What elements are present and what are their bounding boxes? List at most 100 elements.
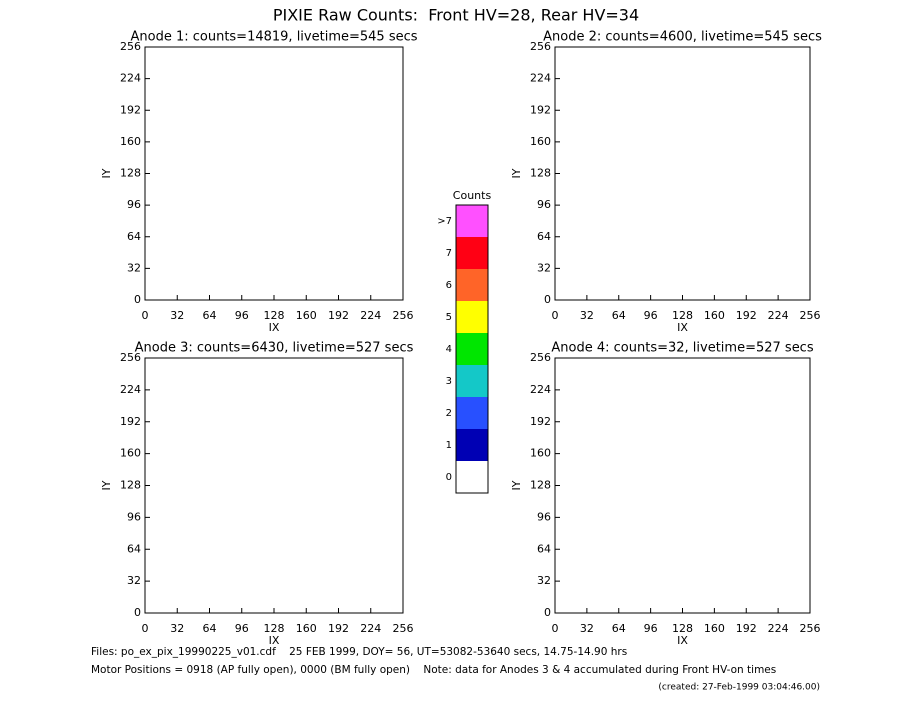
- x-tick-label: 256: [393, 622, 414, 635]
- colorbar-swatch: [456, 269, 488, 301]
- y-tick-label: 160: [530, 135, 551, 148]
- y-tick-label: 128: [530, 167, 551, 180]
- x-tick-label: 192: [736, 622, 757, 635]
- colorbar-swatch: [456, 429, 488, 461]
- x-tick-label: 256: [800, 622, 821, 635]
- colorbar-swatch: [456, 461, 488, 493]
- x-tick-label: 96: [235, 622, 249, 635]
- colorbar-swatch: [456, 237, 488, 269]
- y-tick-label: 256: [530, 351, 551, 364]
- colorbar-label: 4: [446, 344, 452, 355]
- colorbar-label: 6: [446, 280, 452, 291]
- y-tick-label: 96: [537, 510, 551, 523]
- y-tick-label: 256: [120, 351, 141, 364]
- panel-title: Anode 4: counts=32, livetime=527 secs: [551, 341, 813, 356]
- y-tick-label: 160: [120, 135, 141, 148]
- plot-frame: [554, 46, 811, 301]
- y-tick-label: 32: [537, 261, 551, 274]
- colorbar-title: Counts: [453, 189, 492, 202]
- x-tick-label: 96: [644, 309, 658, 322]
- colorbar-swatch: [456, 301, 488, 333]
- y-tick-label: 128: [530, 479, 551, 492]
- x-tick-label: 32: [170, 622, 184, 635]
- x-tick-label: 32: [580, 622, 594, 635]
- y-axis-label: IY: [510, 480, 523, 490]
- y-tick-label: 256: [120, 40, 141, 53]
- y-tick-label: 64: [127, 542, 141, 555]
- x-tick-label: 224: [768, 622, 789, 635]
- y-tick-label: 96: [127, 510, 141, 523]
- y-axis-label: IY: [100, 480, 113, 490]
- colorbar-label: 5: [446, 312, 452, 323]
- x-tick-label: 224: [768, 309, 789, 322]
- y-tick-label: 64: [537, 542, 551, 555]
- plot-frame: [144, 46, 404, 301]
- x-tick-label: 256: [393, 309, 414, 322]
- colorbar-label: 7: [446, 248, 452, 259]
- y-tick-label: 192: [120, 415, 141, 428]
- x-tick-label: 160: [296, 309, 317, 322]
- x-tick-label: 32: [170, 309, 184, 322]
- colorbar-label: 1: [446, 440, 452, 451]
- x-tick-label: 128: [672, 309, 693, 322]
- y-tick-label: 0: [134, 293, 141, 306]
- colorbar-label: >7: [437, 216, 452, 227]
- colorbar-label: 2: [446, 408, 452, 419]
- colorbar-swatch: [456, 397, 488, 429]
- y-tick-label: 224: [120, 383, 141, 396]
- x-tick-label: 32: [580, 309, 594, 322]
- x-tick-label: 160: [296, 622, 317, 635]
- x-axis-label: IX: [269, 321, 280, 334]
- x-tick-label: 64: [612, 622, 626, 635]
- y-tick-label: 224: [120, 72, 141, 85]
- x-tick-label: 0: [552, 622, 559, 635]
- colorbar-frame: [455, 204, 489, 494]
- figure-title: PIXIE Raw Counts: Front HV=28, Rear HV=3…: [273, 6, 639, 25]
- y-tick-label: 96: [537, 198, 551, 211]
- colorbar-label: 0: [446, 472, 452, 483]
- x-tick-label: 0: [142, 622, 149, 635]
- x-tick-label: 128: [264, 622, 285, 635]
- panel-title: Anode 3: counts=6430, livetime=527 secs: [135, 341, 414, 356]
- y-tick-label: 224: [530, 72, 551, 85]
- x-tick-label: 224: [360, 622, 381, 635]
- x-axis-label: IX: [677, 321, 688, 334]
- y-tick-label: 256: [530, 40, 551, 53]
- panel-title: Anode 1: counts=14819, livetime=545 secs: [130, 30, 417, 45]
- y-tick-label: 0: [134, 606, 141, 619]
- colorbar-label: 3: [446, 376, 452, 387]
- x-tick-label: 192: [328, 309, 349, 322]
- y-tick-label: 96: [127, 198, 141, 211]
- y-tick-label: 160: [120, 447, 141, 460]
- y-tick-label: 192: [530, 103, 551, 116]
- panel-title: Anode 2: counts=4600, livetime=545 secs: [543, 30, 822, 45]
- colorbar-swatch: [456, 333, 488, 365]
- x-tick-label: 224: [360, 309, 381, 322]
- y-axis-label: IY: [510, 168, 523, 178]
- y-tick-label: 192: [120, 103, 141, 116]
- x-tick-label: 0: [142, 309, 149, 322]
- x-tick-label: 192: [328, 622, 349, 635]
- x-tick-label: 96: [644, 622, 658, 635]
- x-tick-label: 160: [704, 309, 725, 322]
- x-tick-label: 128: [672, 622, 693, 635]
- y-tick-label: 32: [537, 574, 551, 587]
- footer-created: (created: 27-Feb-1999 03:04:46.00): [658, 683, 820, 693]
- y-tick-label: 0: [544, 293, 551, 306]
- x-tick-label: 160: [704, 622, 725, 635]
- y-axis-label: IY: [100, 168, 113, 178]
- colorbar-swatch: [456, 205, 488, 237]
- footer-files: Files: po_ex_pix_19990225_v01.cdf 25 FEB…: [91, 646, 627, 658]
- y-tick-label: 224: [530, 383, 551, 396]
- y-tick-label: 160: [530, 447, 551, 460]
- x-tick-label: 64: [203, 622, 217, 635]
- x-tick-label: 96: [235, 309, 249, 322]
- x-tick-label: 256: [800, 309, 821, 322]
- x-tick-label: 64: [203, 309, 217, 322]
- y-tick-label: 32: [127, 574, 141, 587]
- x-axis-label: IX: [677, 634, 688, 647]
- colorbar-swatch: [456, 365, 488, 397]
- x-tick-label: 64: [612, 309, 626, 322]
- y-tick-label: 0: [544, 606, 551, 619]
- y-tick-label: 192: [530, 415, 551, 428]
